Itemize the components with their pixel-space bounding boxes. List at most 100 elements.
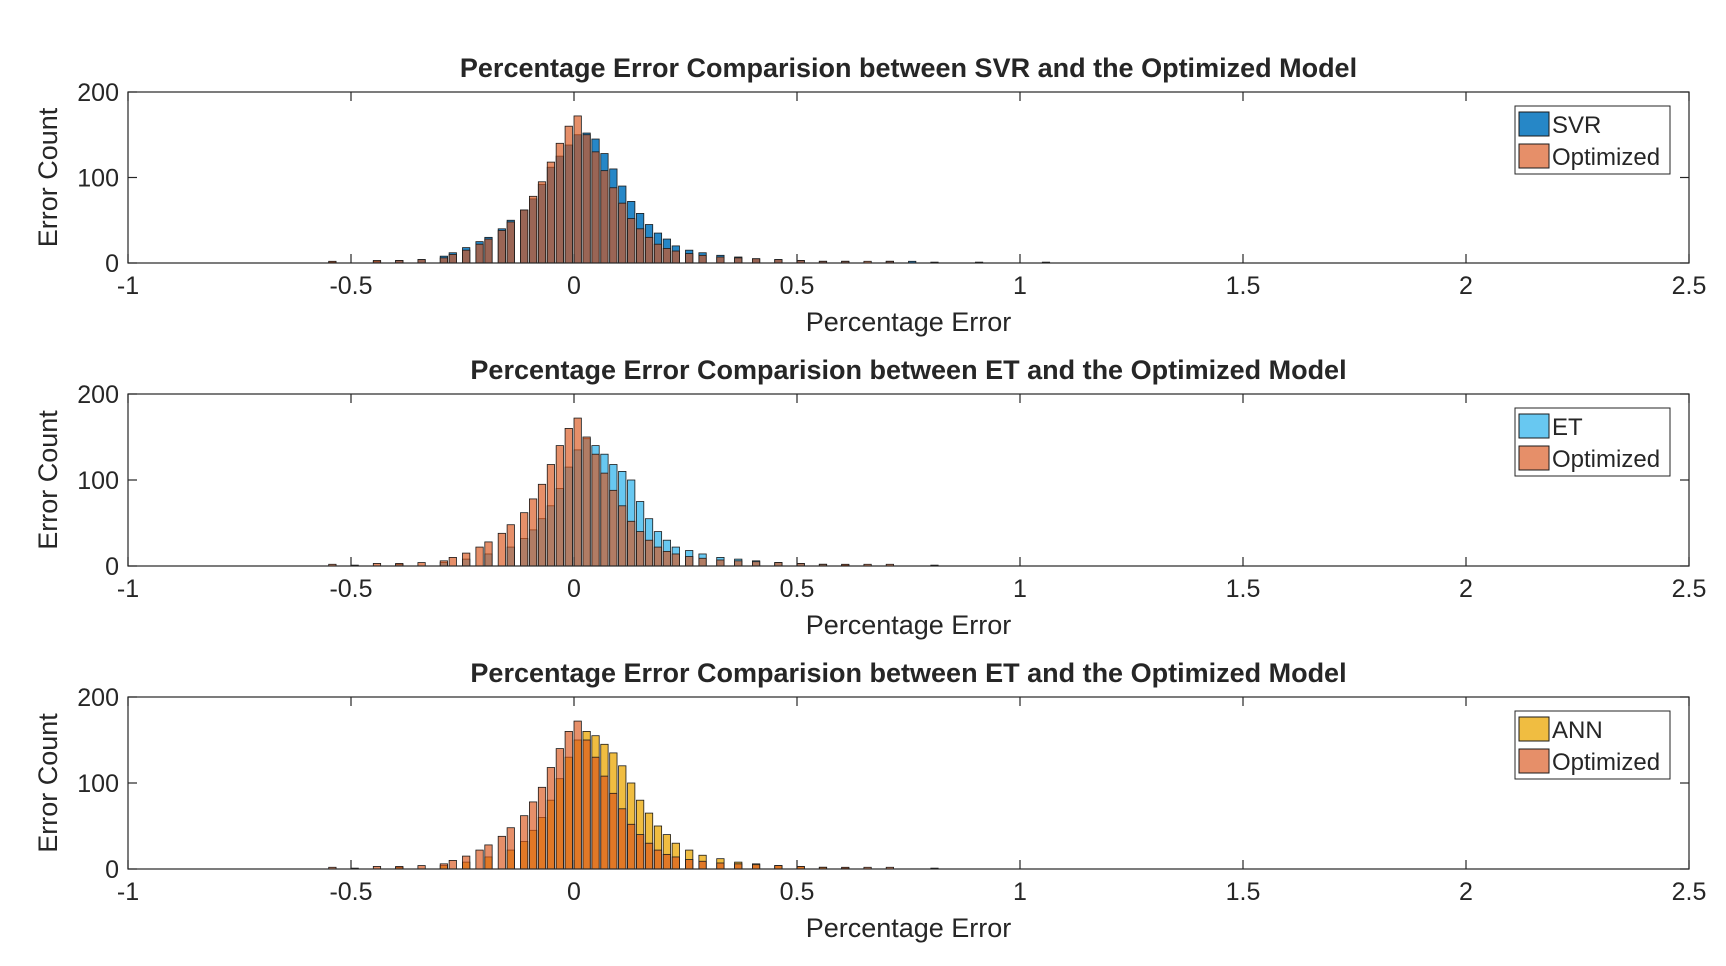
histogram-bar	[644, 236, 654, 264]
histogram-bar	[591, 151, 600, 264]
histogram-bar	[671, 553, 680, 567]
histogram-bar	[609, 187, 618, 264]
histogram-bar	[529, 801, 538, 870]
y-tick-label: 0	[105, 553, 119, 581]
histogram-bar	[636, 228, 645, 264]
x-tick-label: 2	[1459, 575, 1473, 603]
x-tick-label: 1.5	[1226, 878, 1261, 906]
plot-area	[128, 697, 1689, 869]
legend: ANN Optimized	[1514, 710, 1671, 780]
x-tick-label: 0.5	[780, 575, 815, 603]
histogram-bar	[591, 756, 600, 870]
histogram-bar	[529, 195, 538, 264]
histogram-bar	[520, 512, 529, 567]
histogram-bar	[627, 823, 636, 870]
x-tick-label: -0.5	[329, 575, 372, 603]
y-axis-label: Error Count	[33, 107, 63, 247]
y-tick-label: 200	[77, 381, 119, 409]
x-tick-label: 0.5	[780, 878, 815, 906]
histogram-bar	[716, 862, 725, 870]
chart-panel-3: -1 -0.5 0 0.5 1 1.5 2 2.5 0 100 200 Percentage Erro…	[33, 658, 1706, 943]
legend-swatch-ann	[1518, 716, 1550, 742]
x-tick-label: 1	[1013, 878, 1027, 906]
histogram-bar	[685, 253, 694, 264]
plot-area	[128, 92, 1689, 263]
x-axis-label: Percentage Error	[806, 610, 1012, 640]
histogram-bar	[698, 254, 707, 264]
histogram-bar	[734, 863, 743, 870]
histogram-bar	[506, 827, 515, 870]
histogram-bar	[662, 550, 671, 567]
histogram-bar	[573, 720, 582, 870]
y-tick-label: 100	[77, 770, 119, 798]
histogram-bar	[662, 248, 671, 264]
y-axis-label: Error Count	[33, 410, 63, 550]
histogram-bar	[497, 230, 506, 264]
histogram-bar	[529, 498, 538, 567]
x-tick-label: 0	[567, 878, 581, 906]
legend-label-svr: SVR	[1552, 112, 1601, 139]
histogram-bar	[546, 464, 555, 567]
histogram-bar	[618, 808, 627, 870]
y-tick-label: 200	[77, 684, 119, 712]
chart-title: Percentage Error Comparision between ET …	[470, 658, 1346, 688]
histogram-bar	[520, 815, 529, 870]
y-tick-label: 100	[77, 165, 119, 193]
y-tick-label: 200	[77, 79, 119, 107]
histogram-bar	[671, 856, 680, 870]
histogram-bar	[752, 864, 761, 870]
histogram-bar	[627, 520, 636, 567]
histogram-bar	[600, 472, 609, 567]
histogram-bar	[636, 531, 645, 567]
histogram-bar	[752, 561, 761, 567]
histogram-bar	[506, 221, 515, 264]
x-tick-label: 2	[1459, 878, 1473, 906]
histogram-bar	[462, 552, 471, 567]
x-tick-label: -1	[117, 575, 139, 603]
y-axis-label: Error Count	[33, 713, 63, 853]
histogram-bar	[462, 249, 471, 264]
histogram-bar	[462, 855, 471, 870]
x-tick-label: 2.5	[1672, 878, 1707, 906]
histogram-bar	[573, 417, 582, 567]
histogram-bar	[734, 257, 743, 264]
legend-label-et: ET	[1552, 414, 1583, 441]
legend-swatch-et	[1518, 413, 1550, 439]
histogram-bar	[537, 181, 547, 264]
histogram-bar	[484, 541, 493, 567]
histogram-bar	[475, 849, 484, 870]
histogram-bar	[448, 557, 457, 567]
histogram-bar	[555, 142, 564, 264]
chart-panel-2: -1 -0.5 0 0.5 1 1.5 2 2.5 0 100 200 Percentage Erro…	[33, 355, 1706, 640]
chart-title: Percentage Error Comparision between SVR…	[460, 53, 1357, 83]
histogram-bar	[609, 489, 618, 567]
x-tick-label: -0.5	[329, 272, 372, 300]
x-tick-label: 1	[1013, 575, 1027, 603]
x-axis-label: Percentage Error	[806, 307, 1012, 337]
x-tick-label: 1	[1013, 272, 1027, 300]
histogram-bar	[636, 834, 645, 870]
histogram-bar	[555, 748, 564, 870]
histogram-bar	[506, 524, 515, 567]
histogram-bar	[537, 483, 547, 567]
histogram-bar	[564, 731, 573, 870]
chart-panel-1: -1 -0.5 0 0.5 1 1.5 2 2.5 0 100 200 Percentage Erro…	[33, 53, 1706, 337]
legend: ET Optimized	[1514, 407, 1671, 477]
histogram-bar	[618, 202, 627, 264]
histogram-bar	[644, 842, 654, 870]
histogram-bar	[627, 218, 636, 264]
x-tick-label: -1	[117, 272, 139, 300]
legend-swatch-optimized	[1518, 748, 1550, 774]
histogram-bar	[653, 243, 663, 264]
histogram-bar	[609, 792, 618, 870]
x-tick-label: 0.5	[780, 272, 815, 300]
histogram-bar	[698, 860, 707, 870]
histogram-bar	[475, 243, 484, 264]
legend-label-optimized: Optimized	[1552, 749, 1660, 776]
x-tick-label: 1.5	[1226, 575, 1261, 603]
x-tick-label: 2.5	[1672, 575, 1707, 603]
legend-swatch-svr	[1518, 111, 1550, 137]
x-tick-label: -1	[117, 878, 139, 906]
